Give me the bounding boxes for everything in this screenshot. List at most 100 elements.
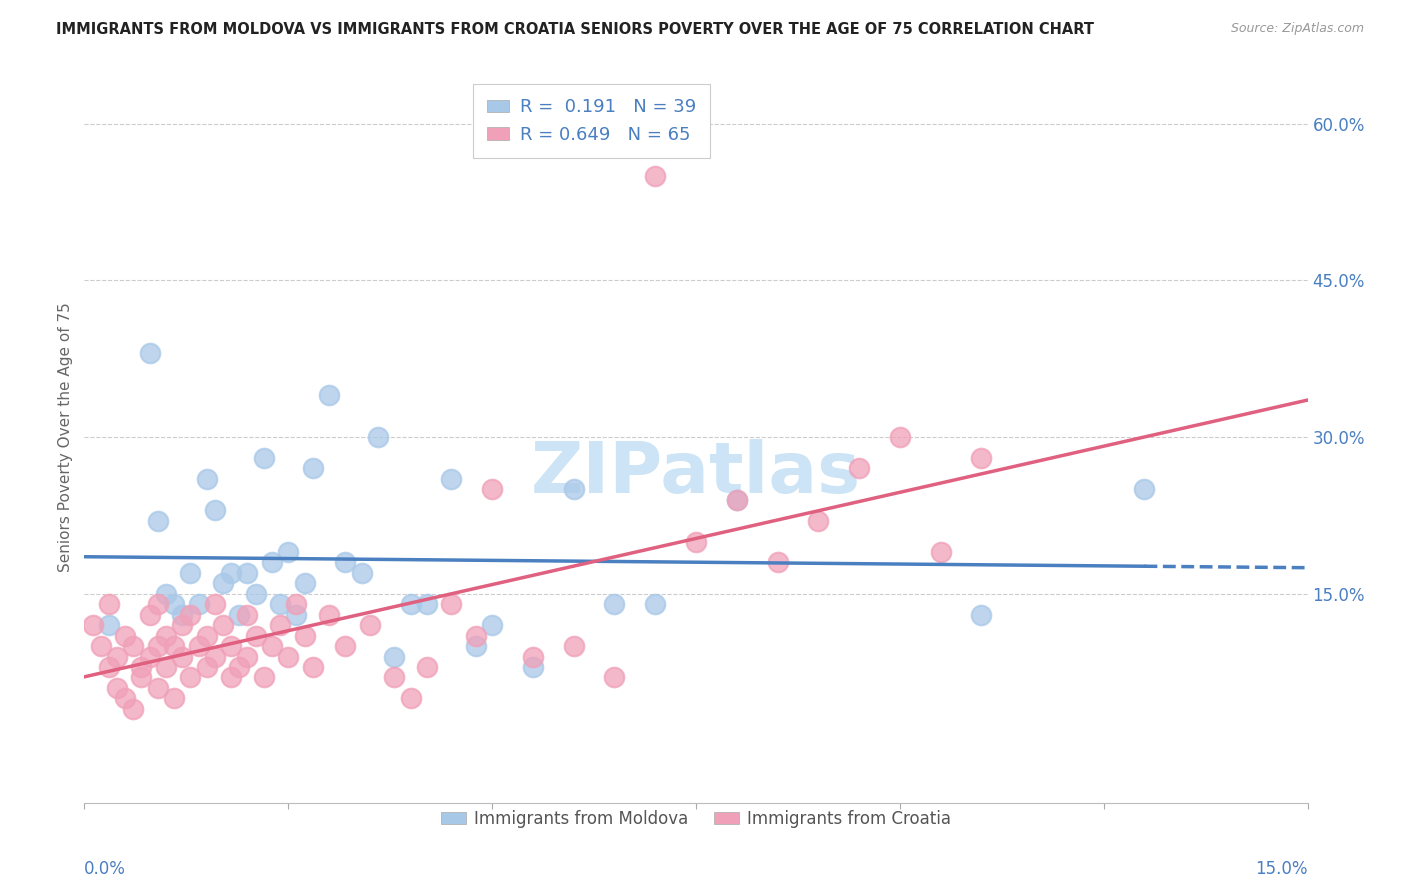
Point bbox=[114, 629, 136, 643]
Point bbox=[644, 597, 666, 611]
Point bbox=[464, 639, 486, 653]
Point bbox=[382, 670, 405, 684]
Point bbox=[464, 629, 486, 643]
Point bbox=[562, 639, 585, 653]
Point bbox=[440, 597, 463, 611]
Point bbox=[97, 597, 120, 611]
Point bbox=[807, 514, 830, 528]
Text: 15.0%: 15.0% bbox=[1256, 860, 1308, 879]
Point bbox=[253, 450, 276, 465]
Point bbox=[187, 639, 209, 653]
Point bbox=[399, 597, 422, 611]
Point bbox=[382, 649, 405, 664]
Point bbox=[163, 639, 186, 653]
Point bbox=[122, 702, 145, 716]
Point bbox=[172, 607, 194, 622]
Point bbox=[219, 566, 242, 580]
Point bbox=[155, 587, 177, 601]
Point bbox=[172, 618, 194, 632]
Point bbox=[245, 587, 267, 601]
Point bbox=[187, 597, 209, 611]
Point bbox=[204, 597, 226, 611]
Point bbox=[146, 639, 169, 653]
Point bbox=[253, 670, 276, 684]
Point bbox=[212, 576, 235, 591]
Point bbox=[685, 534, 707, 549]
Point bbox=[603, 670, 626, 684]
Point bbox=[146, 514, 169, 528]
Point bbox=[1133, 483, 1156, 497]
Point bbox=[138, 346, 160, 360]
Text: IMMIGRANTS FROM MOLDOVA VS IMMIGRANTS FROM CROATIA SENIORS POVERTY OVER THE AGE : IMMIGRANTS FROM MOLDOVA VS IMMIGRANTS FR… bbox=[56, 22, 1094, 37]
Point bbox=[212, 618, 235, 632]
Point bbox=[416, 660, 439, 674]
Point bbox=[204, 503, 226, 517]
Point bbox=[245, 629, 267, 643]
Point bbox=[929, 545, 952, 559]
Point bbox=[335, 556, 357, 570]
Point bbox=[179, 566, 201, 580]
Point bbox=[122, 639, 145, 653]
Point bbox=[114, 691, 136, 706]
Point bbox=[603, 597, 626, 611]
Point bbox=[522, 660, 544, 674]
Point bbox=[146, 681, 169, 695]
Point bbox=[90, 639, 112, 653]
Point bbox=[269, 618, 291, 632]
Point bbox=[105, 649, 128, 664]
Point bbox=[260, 556, 283, 570]
Point bbox=[138, 607, 160, 622]
Point bbox=[359, 618, 381, 632]
Point bbox=[236, 607, 259, 622]
Point bbox=[416, 597, 439, 611]
Point bbox=[163, 691, 186, 706]
Point bbox=[285, 607, 308, 622]
Point bbox=[204, 649, 226, 664]
Point bbox=[970, 450, 993, 465]
Point bbox=[260, 639, 283, 653]
Point bbox=[236, 566, 259, 580]
Point bbox=[179, 607, 201, 622]
Point bbox=[848, 461, 870, 475]
Text: 0.0%: 0.0% bbox=[84, 860, 127, 879]
Point bbox=[105, 681, 128, 695]
Point bbox=[277, 545, 299, 559]
Point bbox=[82, 618, 104, 632]
Point bbox=[399, 691, 422, 706]
Point bbox=[138, 649, 160, 664]
Point bbox=[163, 597, 186, 611]
Point bbox=[131, 670, 153, 684]
Point bbox=[481, 618, 503, 632]
Point bbox=[195, 629, 218, 643]
Point bbox=[155, 660, 177, 674]
Point bbox=[97, 618, 120, 632]
Point bbox=[277, 649, 299, 664]
Point bbox=[318, 607, 340, 622]
Text: Source: ZipAtlas.com: Source: ZipAtlas.com bbox=[1230, 22, 1364, 36]
Point bbox=[970, 607, 993, 622]
Point bbox=[522, 649, 544, 664]
Point bbox=[179, 670, 201, 684]
Point bbox=[725, 492, 748, 507]
Y-axis label: Seniors Poverty Over the Age of 75: Seniors Poverty Over the Age of 75 bbox=[58, 302, 73, 572]
Point bbox=[350, 566, 373, 580]
Point bbox=[766, 556, 789, 570]
Point bbox=[318, 388, 340, 402]
Point bbox=[228, 607, 250, 622]
Point bbox=[219, 670, 242, 684]
Point bbox=[236, 649, 259, 664]
Point bbox=[294, 576, 316, 591]
Text: ZIPatlas: ZIPatlas bbox=[531, 439, 860, 508]
Point bbox=[228, 660, 250, 674]
Point bbox=[301, 660, 323, 674]
Point bbox=[335, 639, 357, 653]
Point bbox=[440, 472, 463, 486]
Point bbox=[97, 660, 120, 674]
Point bbox=[301, 461, 323, 475]
Point bbox=[195, 660, 218, 674]
Point bbox=[481, 483, 503, 497]
Point bbox=[219, 639, 242, 653]
Point bbox=[285, 597, 308, 611]
Point bbox=[725, 492, 748, 507]
Point bbox=[155, 629, 177, 643]
